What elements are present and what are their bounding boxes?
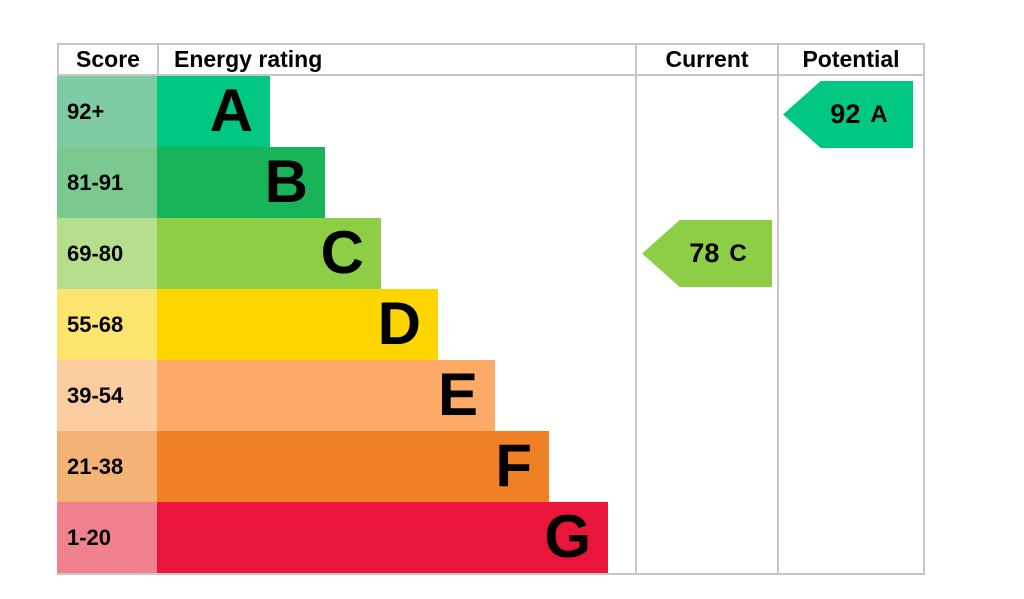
band-letter: E (437, 360, 478, 428)
band-letter: G (544, 502, 591, 570)
header-score: Score (57, 45, 157, 74)
band-bar-e: E (157, 360, 495, 431)
header-potential: Potential (777, 45, 925, 74)
band-bar-a: A (157, 76, 270, 147)
score-cell: 69-80 (57, 218, 157, 289)
band-letter: F (495, 431, 532, 499)
band-row-e: 39-54 E (57, 360, 925, 431)
band-letter: B (264, 147, 308, 215)
score-cell: 1-20 (57, 502, 157, 573)
table-header: Score Energy rating Current Potential (57, 43, 925, 76)
band-row-b: 81-91 B (57, 147, 925, 218)
table-right-border (923, 76, 925, 573)
epc-table: Score Energy rating Current Potential 92… (57, 43, 925, 575)
score-cell: 92+ (57, 76, 157, 147)
header-current: Current (635, 45, 777, 74)
band-row-g: 1-20 G (57, 502, 925, 573)
band-row-f: 21-38 F (57, 431, 925, 502)
column-divider-current (635, 76, 637, 573)
band-letter: C (320, 218, 364, 286)
band-bar-d: D (157, 289, 438, 360)
current-rating-letter: C (729, 239, 747, 267)
band-letter: A (209, 76, 253, 144)
potential-rating-value: 92 (830, 99, 861, 129)
score-cell: 81-91 (57, 147, 157, 218)
bands-area: 92+ A 81-91 B 69-80 C 55-68 (57, 76, 925, 575)
potential-rating-letter: A (870, 100, 888, 128)
band-bar-f: F (157, 431, 549, 502)
column-divider-potential (777, 76, 779, 573)
header-energy-rating: Energy rating (157, 45, 635, 74)
band-row-c: 69-80 C (57, 218, 925, 289)
band-bar-b: B (157, 147, 325, 218)
score-cell: 39-54 (57, 360, 157, 431)
band-bar-g: G (157, 502, 608, 573)
band-row-d: 55-68 D (57, 289, 925, 360)
band-row-a: 92+ A (57, 76, 925, 147)
band-letter: D (377, 289, 421, 357)
score-cell: 21-38 (57, 431, 157, 502)
band-bar-c: C (157, 218, 381, 289)
current-rating-value: 78 (689, 238, 720, 268)
score-cell: 55-68 (57, 289, 157, 360)
